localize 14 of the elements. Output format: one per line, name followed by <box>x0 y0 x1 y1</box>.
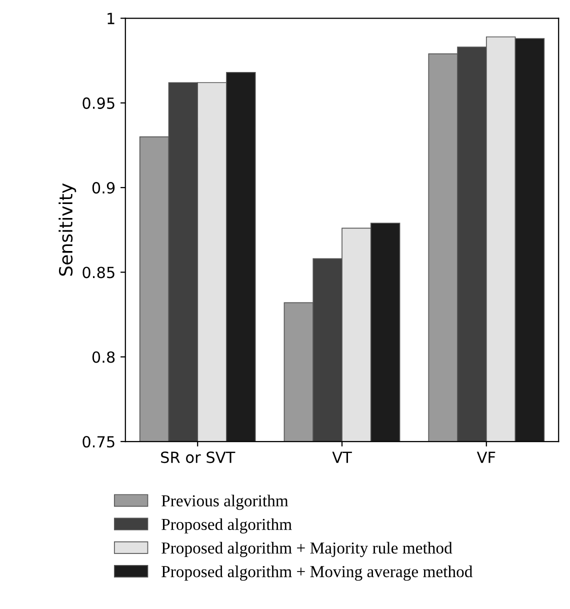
legend-label: Proposed algorithm <box>162 518 292 534</box>
x-tick-label: SR or SVT <box>161 452 236 464</box>
x-tick-label: VT <box>332 452 352 463</box>
y-tick-label: 1 <box>108 12 114 24</box>
legend-label: Proposed algorithm + Majority rule method <box>162 542 452 558</box>
y-tick-label: 0.75 <box>82 436 114 448</box>
x-tick-label: VF <box>476 452 496 463</box>
y-tick-label: 0.9 <box>92 182 115 194</box>
y-tick-label: 0.85 <box>82 266 114 278</box>
y-tick-label: 0.8 <box>92 351 115 363</box>
y-axis-title: Sensitivity <box>58 183 76 276</box>
y-tick-label: 0.95 <box>82 97 114 109</box>
legend-label: Proposed algorithm + Moving average method <box>162 566 473 581</box>
legend-label: Previous algorithm <box>162 494 288 510</box>
